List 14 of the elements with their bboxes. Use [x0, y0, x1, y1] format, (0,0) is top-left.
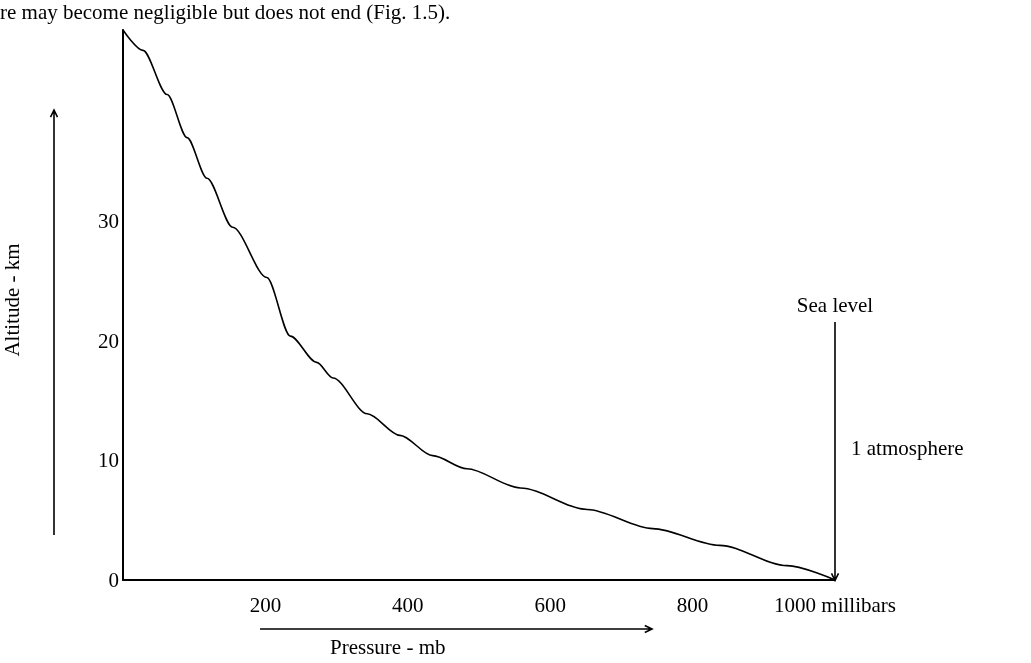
- y-tick-label: 20: [98, 328, 119, 353]
- text: 1 atmosphere: [851, 436, 964, 460]
- x-tick-label: 600: [534, 592, 566, 617]
- y-tick-label: 0: [108, 568, 119, 592]
- y-tick-label: 30: [98, 209, 119, 234]
- x-tick-label: 1000 millibars: [774, 592, 896, 617]
- y-tick-label: 10: [98, 448, 119, 473]
- x-tick-label: 400: [392, 592, 424, 617]
- x-tick-label: 200: [249, 592, 282, 617]
- x-axis-title: Pressure - mb: [330, 634, 446, 659]
- ref-line-label: Sea level: [796, 293, 874, 317]
- text: re may become negligible but does not end (Fig. 1.5).: [0, 0, 451, 24]
- y-axis-title: Altitude - km: [0, 243, 24, 357]
- x-tick-label: 800: [676, 592, 709, 617]
